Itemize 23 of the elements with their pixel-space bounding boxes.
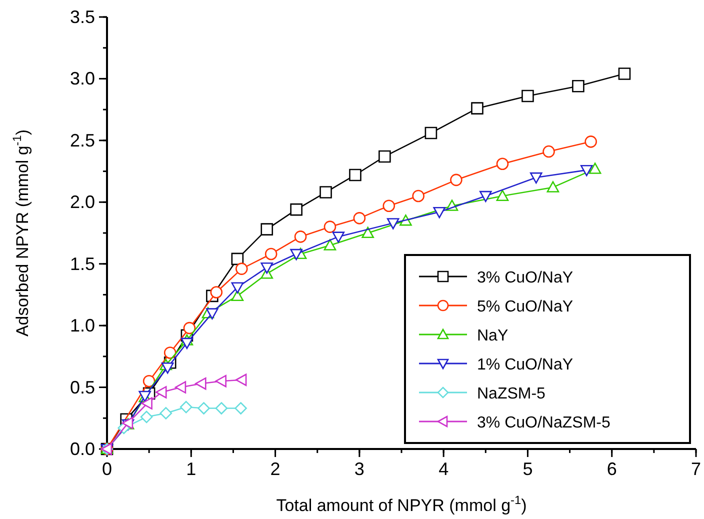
y-tick-label: 0.5 [70, 377, 95, 398]
legend-label: 3% CuO/NaY [477, 270, 574, 286]
y-tick-label: 2.5 [70, 130, 95, 150]
legend-label: 1% CuO/NaY [477, 356, 574, 374]
y-tick-label: 2.0 [70, 192, 95, 212]
legend-label: 5% CuO/NaY [477, 298, 574, 316]
x-tick-label: 1 [186, 459, 196, 479]
x-axis-title: Total amount of NPYR (mmol g$^{-1}$) [276, 493, 527, 515]
x-tick-label: 4 [438, 459, 449, 479]
x-tick-label: 0 [102, 459, 112, 479]
legend-label: NaZSM-5 [477, 386, 546, 402]
x-tick-label: 2 [270, 459, 280, 479]
y-tick-label: 0.0 [70, 439, 95, 459]
x-tick-label: 7 [690, 459, 702, 479]
legend-label: NaY [477, 328, 508, 344]
x-tick-label: 5 [522, 459, 533, 479]
legend-label: 3% CuO/NaZSM-5 [477, 414, 610, 432]
x-tick-label: 3 [354, 459, 364, 479]
y-tick-label: 3.5 [70, 7, 95, 27]
y-tick-label: 1.5 [70, 254, 95, 274]
y-tick-label: 3.0 [70, 68, 95, 89]
y-tick-label: 1.0 [70, 316, 95, 336]
x-tick-label: 6 [606, 459, 617, 479]
